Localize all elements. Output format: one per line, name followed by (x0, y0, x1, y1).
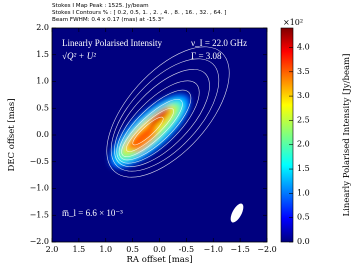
y-tick-label: −1.0 (30, 184, 49, 193)
y-tick-label: 1.5 (36, 50, 49, 59)
y-axis-label: DEC offset [mas] (7, 98, 17, 171)
y-tick-label: −2.0 (30, 237, 49, 246)
y-tick-label: 0.5 (36, 103, 49, 112)
colorbar-tick-label: 4.0 (297, 42, 310, 51)
colorbar-tick-label: 2.0 (297, 140, 310, 149)
emission (109, 93, 191, 169)
annotation: √Q² + U² (62, 51, 96, 61)
colorbar (280, 27, 294, 243)
y-tick-label: 2.0 (36, 23, 49, 32)
contours (106, 46, 230, 178)
x-axis-label: RA offset [mas] (126, 255, 192, 265)
colorbar-tick-label: 2.5 (297, 115, 310, 124)
colorbar-tick-label: 0.0 (297, 237, 310, 246)
annotation: ν_I = 22.0 GHz (191, 38, 247, 48)
colorbar-tick-label: 1.0 (297, 188, 310, 197)
colorbar-tick-label: 1.5 (297, 164, 310, 173)
annotation: Γ = 3.08 (191, 51, 222, 61)
y-tick-label: −0.5 (30, 157, 49, 166)
x-tick-label: -0.5 (179, 245, 194, 254)
x-tick-label: 0.0 (153, 245, 166, 254)
x-tick-label: 0.5 (126, 245, 139, 254)
colorbar-multiplier: ×10² (283, 18, 303, 27)
colorbar-tick-label: 0.5 (297, 213, 310, 222)
x-tick-label: 1.0 (99, 245, 112, 254)
colorbar-tick-label: 3.5 (297, 67, 310, 76)
annotation: m̅_l = 6.6 × 10⁻³ (62, 208, 123, 218)
beam (230, 203, 244, 223)
header-line: Stokes I Contours % : [ 0.2, 0.5, 1. , 2… (52, 10, 226, 16)
header-line: Beam FWHM: 0.4 x 0.17 (mas) at -15.3° (52, 17, 164, 23)
x-tick-label: −1.0 (204, 245, 223, 254)
y-tick-label: 0.0 (36, 130, 49, 139)
image (52, 28, 267, 242)
y-tick-label: 1.0 (36, 77, 49, 86)
annotation: Linearly Polarised Intensity (62, 38, 162, 48)
x-tick-label: 1.5 (73, 245, 86, 254)
header-line: Stokes I Map Peak : 1525. Jy/beam (52, 3, 149, 9)
y-tick-label: −1.5 (30, 210, 49, 219)
colorbar-tick-label: 3.0 (297, 91, 310, 100)
x-tick-label: −1.5 (230, 245, 249, 254)
colorbar-label: Linearly Polarised Intensity [Jy/beam] (342, 54, 352, 217)
x-tick-label: −2.0 (257, 245, 276, 254)
x-tick-label: 2.0 (46, 245, 59, 254)
